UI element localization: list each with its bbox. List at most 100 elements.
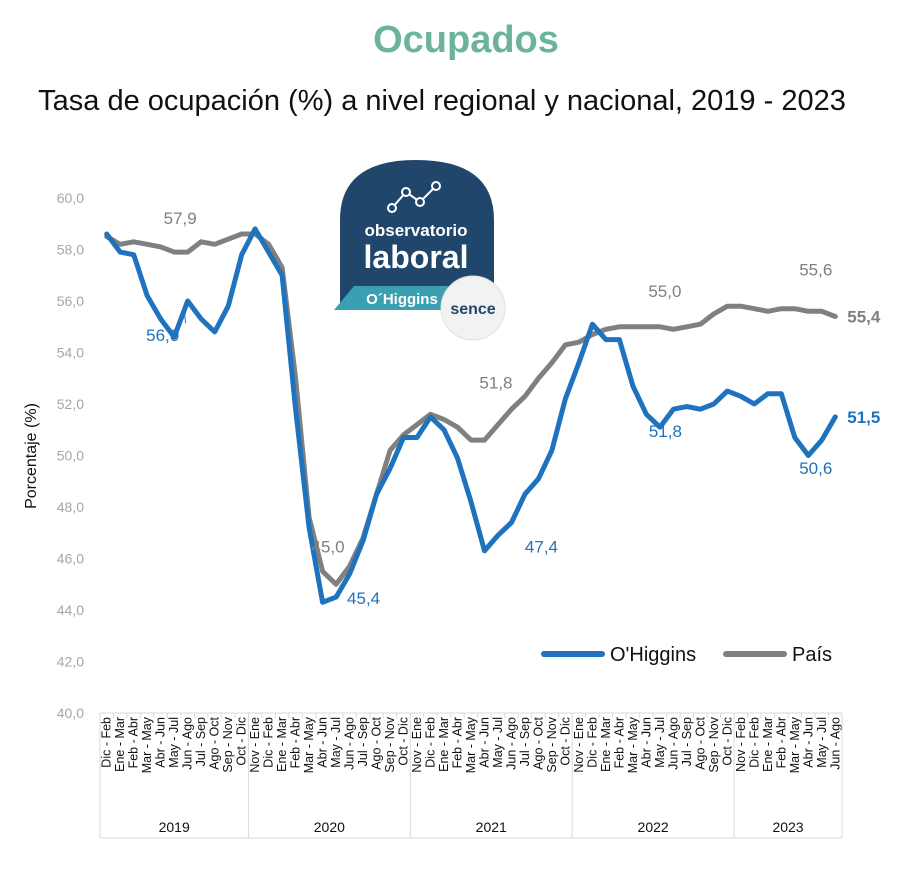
logo-graph-dot [415,197,425,207]
logo-line2: laboral [364,239,469,275]
logo-line1: observatorio [365,221,468,240]
x-tick-label: Abr - Jun [154,717,168,768]
observatorio-laboral-logo: observatorio laboral O´Higgins sence [334,160,506,341]
sence-badge [440,275,506,341]
data-label-leader [183,306,187,324]
year-label: 2023 [772,819,803,835]
x-tick-label: Oct - Dic [397,717,411,766]
x-tick-label: Mar - May [302,716,316,773]
year-label: 2021 [476,819,507,835]
x-tick-label: May - Jul [329,717,343,768]
x-tick-label: Ene - Mar [113,717,127,772]
x-tick-label: Abr - Jun [639,717,653,768]
x-tick-label: Jul - Sep [194,717,208,766]
data-label-ohiggins: 50,6 [799,459,832,478]
x-tick-label: Oct - Dic [235,717,249,766]
x-tick-label: May - Jul [167,717,181,768]
y-tick-label: 56,0 [57,293,84,309]
y-tick-label: 54,0 [57,345,84,361]
series-line-pais [104,231,838,587]
x-tick-label: Nov - Ene [410,717,424,773]
data-label-pais: 45,0 [312,537,345,556]
x-tick-label: Feb - Abr [127,717,141,768]
x-tick-label: May - Jul [491,717,505,768]
y-tick-label: 44,0 [57,602,84,618]
x-tick-label: Sep - Nov [221,716,235,772]
y-axis: 40,0 42,0 44,0 46,0 48,0 50,0 52,0 54,0 56,0 58,0… [57,190,84,721]
x-tick-label: Feb - Abr [289,717,303,768]
x-tick-label: May - Jul [815,717,829,768]
logo-ribbon [334,286,460,310]
x-tick-label: Dic - Feb [585,717,599,768]
x-tick-label: Feb - Abr [774,717,788,768]
chart-title: Ocupados [373,19,559,61]
x-tick-label: Jul - Sep [518,717,532,766]
data-label-pais: 55,4 [847,307,881,326]
x-tick-label: Nov - Feb [734,717,748,772]
x-tick-label: Mar - May [626,716,640,773]
x-tick-label: Mar - May [140,716,154,773]
legend: O'Higgins País [541,644,832,666]
data-label-ohiggins: 47,4 [525,537,558,556]
data-label-pais: 55,6 [799,260,832,279]
x-tick-label: Jun - Ago [343,717,357,770]
x-tick-label: Sep - Nov [545,716,559,772]
x-tick-label: Abr - Jun [801,717,815,768]
x-tick-label: Ago - Oct [693,716,707,769]
x-tick-label: Jun - Ago [504,717,518,770]
chart-subtitle: Tasa de ocupación (%) a nivel regional y… [38,85,846,117]
x-tick-label: Jun - Ago [666,717,680,770]
year-label: 2020 [314,819,345,835]
y-tick-label: 42,0 [57,654,84,670]
x-tick-label: Jun - Ago [181,717,195,770]
x-tick-label: Ago - Oct [531,716,545,769]
data-label-ohiggins: 56,0 [146,326,179,345]
x-tick-label: Feb - Abr [451,717,465,768]
logo-graph-dot [401,187,411,197]
x-tick-label: Jun - Ago [828,717,842,770]
series-line-ohiggins [104,226,838,605]
x-tick-label: Sep - Nov [707,716,721,772]
year-axis: 2019 2020 2021 2022 2023 [99,717,843,839]
x-tick-label: Ago - Oct [208,716,222,769]
y-tick-label: 58,0 [57,242,84,258]
logo-shape [340,160,494,310]
x-axis: Dic - Feb Ene - Mar Feb - Abr Mar - May Abr … [99,712,843,773]
x-tick-label: Nov - Ene [572,717,586,773]
x-tick-label: Nov - Ene [248,717,262,773]
x-tick-label: Oct - Dic [558,717,572,766]
x-tick-label: Dic - Feb [424,717,438,768]
x-tick-label: Jul - Sep [356,717,370,766]
data-labels: 56,0 45,4 47,4 51,8 50,6 51,5 57,9 45,0 51,8 55,0… [146,209,881,608]
x-tick-label: Dic - Feb [262,717,276,768]
logo-graph-dot [387,203,397,213]
year-label: 2019 [159,819,190,835]
x-tick-label: Oct - Dic [720,717,734,766]
x-tick-label: Ene - Mar [599,717,613,772]
logo-graph-dot [431,181,441,191]
logo-ribbon-text: O´Higgins [366,291,438,308]
data-label-pais: 57,9 [164,209,197,228]
x-tick-label: Ene - Mar [275,717,289,772]
x-tick-label: Mar - May [464,716,478,773]
sence-badge-text: sence [450,301,495,318]
x-tick-label: Mar - May [788,716,802,773]
data-label-pais: 55,0 [648,282,681,301]
x-tick-label: Feb - Abr [612,717,626,768]
legend-label-pais: País [792,644,832,666]
x-tick-label: Ene - Mar [761,717,775,772]
data-label-ohiggins: 51,8 [649,422,682,441]
logo-graph-icon [391,185,437,209]
x-tick-label: Dic - Feb [747,717,761,768]
y-axis-label: Porcentaje (%) [23,403,40,509]
data-label-ohiggins: 45,4 [347,589,380,608]
x-tick-label: Ago - Oct [370,716,384,769]
series-lines [104,226,838,605]
legend-label-ohiggins: O'Higgins [610,644,696,666]
x-tick-label: Abr - Jun [316,717,330,768]
x-tick-label: Dic - Feb [100,717,114,768]
x-tick-label: Abr - Jun [477,717,491,768]
data-label-pais: 51,8 [479,374,512,393]
y-tick-label: 46,0 [57,551,84,567]
